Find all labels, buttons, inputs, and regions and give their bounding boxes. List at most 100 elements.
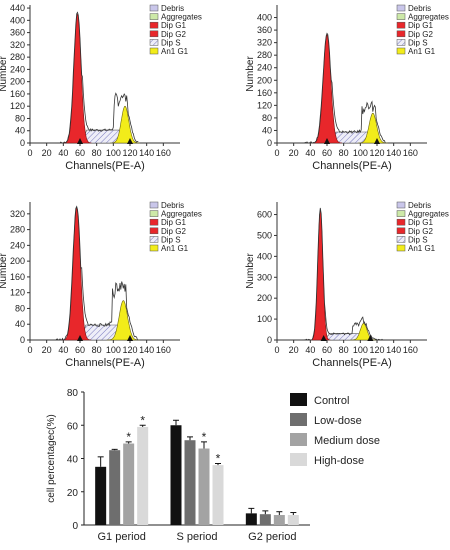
- legend-label: Control: [314, 395, 349, 407]
- x-tick-label: 140: [386, 345, 401, 355]
- legend-label: Dip G2: [161, 30, 186, 39]
- legend-swatch: [396, 47, 406, 55]
- x-axis-label: Channels(PE-A): [312, 357, 391, 369]
- y-tick-label: 80: [15, 113, 25, 123]
- legend-swatch: [149, 4, 159, 12]
- x-tick-label: 140: [139, 345, 154, 355]
- bar: [198, 448, 210, 525]
- legend-label: Aggregates: [161, 13, 202, 22]
- y-tick-label: 360: [257, 25, 272, 35]
- legend-swatch: [396, 201, 406, 209]
- legend-label: Medium dose: [314, 435, 380, 447]
- legend-label: Debris: [161, 4, 184, 13]
- y-tick-label: 200: [10, 256, 25, 266]
- legend-swatch: [149, 244, 159, 252]
- y-tick-label: 120: [257, 100, 272, 110]
- y-tick-label: 440: [10, 3, 25, 13]
- y-axis-label: Number: [245, 253, 256, 289]
- channel-marker-icon: [320, 335, 327, 341]
- x-tick-label: 160: [156, 345, 171, 355]
- y-tick-label: 400: [257, 13, 272, 23]
- legend-label: Dip G1: [161, 21, 186, 30]
- significance-mark: *: [140, 413, 145, 427]
- legend-label: Dip G2: [408, 227, 433, 236]
- x-tick-label: 80: [92, 148, 102, 158]
- x-tick-label: 60: [322, 345, 332, 355]
- x-tick-label: 160: [156, 148, 171, 158]
- legend-label: High-dose: [314, 455, 364, 467]
- x-axis-label: Channels(PE-A): [65, 357, 144, 369]
- legend-swatch: [396, 13, 406, 20]
- legend-swatch: [396, 21, 406, 29]
- x-tick-label: 120: [369, 345, 384, 355]
- x-tick-label: 0: [27, 345, 32, 355]
- legend-label: Aggregates: [161, 210, 202, 219]
- y-tick-label: 0: [20, 335, 25, 345]
- y-tick-label: 500: [257, 230, 272, 240]
- y-tick-label: 120: [10, 101, 25, 111]
- y-tick-label: 20: [67, 488, 79, 499]
- legend-swatch: [396, 210, 406, 217]
- x-tick-label: 100: [353, 345, 368, 355]
- legend-swatch: [290, 393, 307, 406]
- significance-mark: *: [202, 430, 207, 444]
- histogram-control: 0 20 40 60 80 100 120 140 1600408012016020024028…: [0, 3, 202, 172]
- legend-swatch: [396, 30, 406, 38]
- y-tick-label: 200: [257, 293, 272, 303]
- y-tick-label: 40: [262, 125, 272, 135]
- x-axis-label: Channels(PE-A): [312, 160, 391, 172]
- category-label: G1 period: [98, 531, 146, 543]
- bar: [184, 440, 196, 525]
- bar: [273, 515, 285, 525]
- y-tick-label: 320: [10, 40, 25, 50]
- bar: [95, 466, 107, 525]
- an1-g1-peak: [110, 105, 140, 144]
- y-tick-label: 280: [10, 225, 25, 235]
- x-tick-label: 80: [92, 345, 102, 355]
- legend-label: An1 G1: [161, 244, 189, 253]
- histogram-medium-dose: 0 20 40 60 80 100 120 140 1600408012016020024028…: [0, 201, 202, 369]
- x-tick-label: 60: [75, 148, 85, 158]
- legend-swatch: [396, 236, 406, 243]
- y-tick-label: 40: [67, 455, 79, 466]
- y-tick-label: 200: [257, 75, 272, 85]
- x-tick-label: 160: [403, 148, 418, 158]
- y-tick-label: 0: [72, 521, 78, 532]
- legend-label: Aggregates: [408, 13, 449, 22]
- legend-label: Debris: [408, 201, 431, 210]
- y-tick-label: 240: [10, 64, 25, 74]
- y-tick-label: 160: [10, 272, 25, 282]
- y-tick-label: 0: [20, 138, 25, 148]
- x-tick-label: 20: [289, 345, 299, 355]
- x-tick-label: 120: [122, 148, 137, 158]
- y-tick-label: 0: [267, 138, 272, 148]
- bar: [170, 425, 182, 525]
- y-axis-label: Number: [245, 56, 256, 92]
- y-tick-label: 80: [15, 303, 25, 313]
- y-tick-label: 120: [10, 288, 25, 298]
- an1-g1-peak: [106, 300, 140, 341]
- x-tick-label: 100: [353, 148, 368, 158]
- significance-mark: *: [126, 430, 131, 444]
- bar: [109, 450, 121, 525]
- category-label: G2 period: [248, 531, 296, 543]
- x-tick-label: 80: [339, 345, 349, 355]
- legend-swatch: [149, 30, 159, 38]
- legend-label: An1 G1: [408, 47, 436, 56]
- histogram-envelope: [302, 32, 386, 144]
- y-tick-label: 400: [10, 15, 25, 25]
- legend-label: Dip S: [408, 38, 428, 47]
- legend-label: Low-dose: [314, 415, 362, 427]
- y-tick-label: 160: [10, 89, 25, 99]
- legend-swatch: [290, 413, 307, 426]
- legend-swatch: [149, 39, 159, 46]
- y-tick-label: 80: [67, 388, 79, 399]
- channel-marker-icon: [374, 138, 380, 144]
- legend-swatch: [149, 236, 159, 243]
- legend-swatch: [149, 201, 159, 209]
- histogram-low-dose: 0 20 40 60 80 100 120 140 1600408012016020024028…: [245, 4, 449, 172]
- legend-swatch: [290, 453, 307, 466]
- y-tick-label: 240: [257, 63, 272, 73]
- legend-swatch: [396, 39, 406, 46]
